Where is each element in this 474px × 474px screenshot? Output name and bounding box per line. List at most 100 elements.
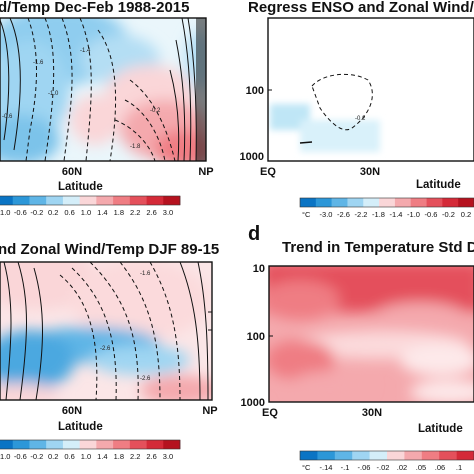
panel-a: d/Temp Dec-Feb 1988-2015: [0, 0, 214, 217]
panel-a-colorbar-tick-label: 1.4: [97, 208, 107, 217]
panel-a-colorbar-tick-label: -0.6: [14, 208, 27, 217]
panel-b-colorbar-swatch: [458, 198, 474, 207]
panel-a-colorbar: -1.0 -0.6-0.2 0.2 0.6 1.0 1.4 1.8 2.2 2.6 3.0: [0, 195, 181, 217]
panel-c-colorbar-swatch: [163, 440, 181, 449]
panel-d-colorbar-tick-label: .02: [397, 463, 407, 472]
panel-c-colorbar-tick-label: -0.6: [14, 452, 27, 461]
panel-d-colorbar-tick-label: -.14: [320, 463, 333, 472]
panel-a-colorbar-tick-label: -1.0: [0, 208, 10, 217]
panel-a-colorbar-swatch: [163, 196, 181, 205]
panel-b-colorbar-swatch: [379, 198, 396, 207]
panel-a-colorbar-tick-label: 1.8: [114, 208, 124, 217]
panel-d-colorbar-swatch: [456, 451, 474, 460]
panel-c-colorbar-tick-label: -1.0: [0, 452, 10, 461]
panel-d-xlabel: Latitude: [418, 423, 463, 435]
panel-a-colorbar-swatch: [129, 196, 147, 205]
panel-b-colorbar-swatch: [347, 198, 364, 207]
svg-text:-1.6: -1.6: [33, 60, 44, 66]
panel-a-colorbar-tick-label: 1.0: [81, 208, 91, 217]
panel-a-colorbar-tick-label: 2.6: [146, 208, 156, 217]
panel-b-colorbar: °C-3.0-2.6-2.2-1.8-1.4-1.0-0.6-0.20.20.6: [299, 197, 474, 219]
panel-b-colorbar-tick-label: -2.2: [355, 210, 368, 219]
panel-a-colorbar-swatch: [0, 196, 14, 205]
panel-d-colorbar-swatch: [352, 451, 370, 460]
panel-a-colorbar-swatch: [146, 196, 164, 205]
panel-d-xtick-30n: 30N: [362, 407, 382, 419]
panel-a-colorbar-tick-label: 0.2: [48, 208, 58, 217]
panel-c-xtick-np: NP: [202, 405, 217, 417]
panel-a-colorbar-swatch: [62, 196, 80, 205]
panel-c-field: -1.6 -2.6 -2.6: [0, 262, 212, 400]
panel-c-contour-label-3: -2.6: [140, 376, 151, 382]
panel-c-colorbar: -1.0 -0.6-0.2 0.2 0.6 1.0 1.4 1.8 2.2 2.6 3.0: [0, 439, 181, 461]
panel-d-title: Trend in Temperature Std De: [282, 239, 474, 256]
panel-a-colorbar-swatch: [79, 196, 97, 205]
panel-c-title: nd Zonal Wind/Temp DJF 89-15: [0, 241, 219, 258]
panel-c-contour-label-2: -2.6: [100, 346, 111, 352]
panel-d-ytick-1000: 1000: [241, 397, 265, 409]
panel-b-colorbar-swatch: [410, 198, 427, 207]
panel-a-colorbar-swatch: [96, 196, 114, 205]
panel-b-xlabel: Latitude: [416, 179, 461, 191]
panel-d-letter: d: [248, 223, 260, 245]
panel-a-colorbar-swatch: [46, 196, 64, 205]
panel-d-colorbar-swatch: [404, 451, 423, 460]
panel-c-colorbar-tick-label: 1.4: [97, 452, 107, 461]
panel-c-colorbar-frame: [0, 439, 181, 450]
panel-d-colorbar-swatch: [300, 451, 318, 460]
panel-b-colorbar-tick-label: -1.4: [390, 210, 403, 219]
panel-b-title: Regress ENSO and Zonal Wind/T: [248, 0, 474, 16]
panel-a-colorbar-tick-label: 3.0: [163, 208, 173, 217]
panel-b-colorbar-frame: [299, 197, 474, 208]
panel-b-colorbar-unit: °C: [302, 210, 311, 219]
panel-c-contour-label-1: -1.6: [140, 271, 151, 277]
panel-c: nd Zonal Wind/Temp DJF 89-15: [0, 241, 219, 461]
panel-b-colorbar-swatch: [300, 198, 317, 207]
panel-c-colorbar-swatch: [113, 440, 131, 449]
panel-d-colorbar-swatch: [421, 451, 440, 460]
panel-b-colorbar-swatch: [331, 198, 348, 207]
panel-a-xtick-np: NP: [198, 166, 213, 178]
panel-c-xlabel: Latitude: [58, 421, 103, 433]
svg-text:-1.8: -1.8: [130, 144, 141, 150]
panel-b-colorbar-swatch: [426, 198, 443, 207]
panel-d-field: [269, 266, 474, 402]
panel-d-colorbar-tick-label: -.06: [358, 463, 371, 472]
panel-d: d Trend in Temperature Std De 10 100 100…: [241, 223, 474, 472]
panel-a-colorbar-tick-label: 2.2: [130, 208, 140, 217]
svg-text:-0.6: -0.6: [2, 114, 13, 120]
panel-b-colorbar-swatch: [394, 198, 412, 207]
panel-c-colorbar-tick-label: 2.6: [146, 452, 156, 461]
panel-a-colorbar-swatch: [12, 196, 30, 205]
panel-c-colorbar-swatch: [29, 440, 47, 449]
panel-d-colorbar-frame: [299, 450, 474, 461]
panel-b-colorbar-tick-label: -0.2: [442, 210, 455, 219]
panel-b-colorbar-tick-label: -2.6: [337, 210, 350, 219]
panel-d-colorbar-swatch: [334, 451, 353, 460]
panel-c-colorbar-swatch: [46, 440, 64, 449]
panel-a-field: -1.6 -1.0 -1.4 -0.6 -1.8 -0.2: [0, 18, 206, 161]
panel-a-colorbar-frame: [0, 195, 181, 206]
panel-d-ytick-100: 100: [247, 331, 265, 343]
panel-c-colorbar-tick-label: 1.8: [114, 452, 124, 461]
panel-d-colorbar-tick-label: .06: [435, 463, 445, 472]
panel-d-xtick-eq: EQ: [262, 407, 278, 419]
svg-text:-1.0: -1.0: [48, 91, 59, 97]
panel-d-colorbar-swatch: [387, 451, 405, 460]
panel-b-colorbar-tick-label: -3.0: [320, 210, 333, 219]
panel-c-colorbar-tick-label: 0.6: [64, 452, 74, 461]
panel-b-colorbar-swatch: [442, 198, 459, 207]
panel-d-colorbar-swatch: [317, 451, 336, 460]
panel-a-xlabel: Latitude: [58, 181, 103, 193]
panel-b-colorbar-tick-label: -1.0: [407, 210, 420, 219]
panel-b-xtick-eq: EQ: [260, 166, 276, 178]
panel-d-ytick-10: 10: [253, 263, 265, 275]
panel-d-colorbar-tick-label: -.1: [341, 463, 350, 472]
panel-b-field: -0.2: [268, 18, 474, 161]
panel-c-colorbar-tick-label: 3.0: [163, 452, 173, 461]
panel-c-colorbar-swatch: [0, 440, 14, 449]
panel-c-colorbar-swatch: [146, 440, 164, 449]
panel-b-xtick-30n: 30N: [360, 166, 380, 178]
panel-d-colorbar-tick-label: .1: [456, 463, 462, 472]
panel-b: Regress ENSO and Zonal Wind/T -0.2 100 1…: [240, 0, 474, 219]
